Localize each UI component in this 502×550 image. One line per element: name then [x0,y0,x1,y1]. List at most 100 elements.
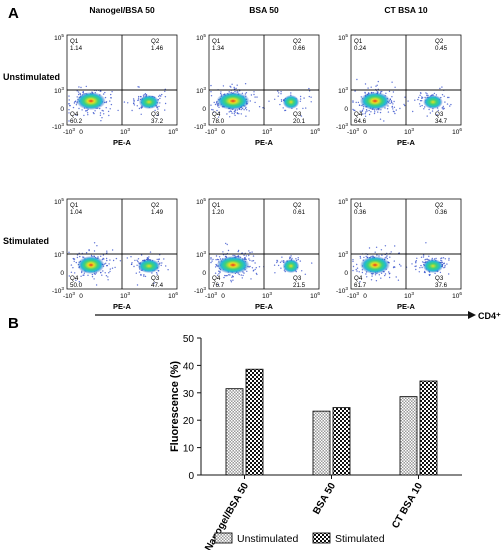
event-dot [144,94,146,96]
event-dot [78,107,80,110]
event-dot [291,257,293,260]
event-dot [276,261,278,264]
event-dot [164,90,166,93]
event-dot [83,114,85,117]
density-population-q3 [423,95,443,109]
event-dot [310,96,312,98]
event-dot [68,99,70,101]
event-dot [284,109,286,112]
event-dot [352,259,354,261]
event-dot [379,111,382,114]
event-dot [359,257,362,259]
density-population-q3 [138,95,160,109]
event-dot [258,266,261,268]
quadrant-value-q1: 0.36 [354,209,367,216]
event-dot [109,270,111,273]
row-title: Unstimulated [3,72,60,82]
event-dot [391,81,393,83]
event-dot [305,107,307,109]
event-dot [414,99,416,101]
event-dot [165,265,167,267]
y-tick-label: 10 [183,444,195,455]
event-dot [418,271,420,273]
event-dot [388,271,390,273]
event-dot [428,274,431,277]
event-dot [391,96,393,98]
event-dot [418,96,420,99]
quadrant-value-q4: 60.2 [70,118,83,125]
y-tick-10-5: 105 [196,33,206,42]
quadrant-value-q3: 37.6 [435,282,448,289]
event-dot [86,112,89,114]
x-tick-0: 0 [79,129,83,136]
event-dot [210,258,212,260]
bar-stimulated [245,368,264,476]
event-dot [231,112,233,114]
x-tick-0: 0 [221,293,225,300]
quadrant-value-q1: 1.20 [212,209,225,216]
event-dot [421,104,423,107]
event-dot [422,256,425,258]
event-dot [388,276,391,279]
quadrant-name-q3: Q3 [435,111,444,118]
x-tick-10-3: 103 [262,291,272,300]
event-dot [254,268,256,271]
y-tick-neg-10-3: -103 [336,286,348,295]
event-dot [258,106,261,108]
x-tick-10-6: 106 [310,291,320,300]
event-dot [90,254,93,257]
event-dot [423,271,426,273]
quadrant-name-q3: Q3 [293,111,302,118]
event-dot [211,108,213,111]
event-dot [82,256,84,258]
event-dot [282,107,284,109]
event-dot [76,90,78,92]
event-dot [216,109,218,112]
event-dot [444,264,446,267]
event-dot [235,87,237,90]
event-dot [364,91,366,94]
event-dot [217,116,220,118]
bar-stimulated [419,380,438,476]
event-dot [359,110,361,112]
event-dot [280,91,282,93]
event-dot [100,90,102,92]
event-dot [105,101,108,103]
event-dot [300,115,303,117]
x-axis-label: PE-A [113,138,132,147]
event-dot [279,261,282,263]
event-dot [380,277,382,279]
event-dot [73,102,76,104]
event-dot [131,262,133,264]
event-dot [395,276,397,278]
y-tick-10-3: 103 [196,86,206,95]
event-dot [250,278,252,280]
event-dot [229,274,231,276]
event-dot [244,83,247,85]
event-dot [217,283,220,286]
y-tick-0: 0 [60,106,64,113]
event-dot [144,93,147,95]
event-dot [110,103,113,106]
quadrant-value-q4: 61.7 [354,282,367,289]
event-dot [237,249,240,252]
event-dot [421,266,423,269]
event-dot [380,91,382,93]
cd4-axis-arrow [468,311,476,319]
event-dot [411,263,413,265]
event-dot [75,261,77,264]
quadrant-value-q2: 0.45 [435,45,448,52]
event-dot [311,262,313,264]
quadrant-value-q1: 1.04 [70,209,83,216]
event-dot [392,110,395,113]
event-dot [357,101,360,104]
event-dot [110,93,112,96]
event-dot [138,107,141,110]
event-dot [108,114,110,117]
event-dot [133,104,136,106]
event-dot [109,259,111,261]
event-dot [253,91,255,93]
event-dot [107,279,109,281]
y-tick-0: 0 [60,270,64,277]
